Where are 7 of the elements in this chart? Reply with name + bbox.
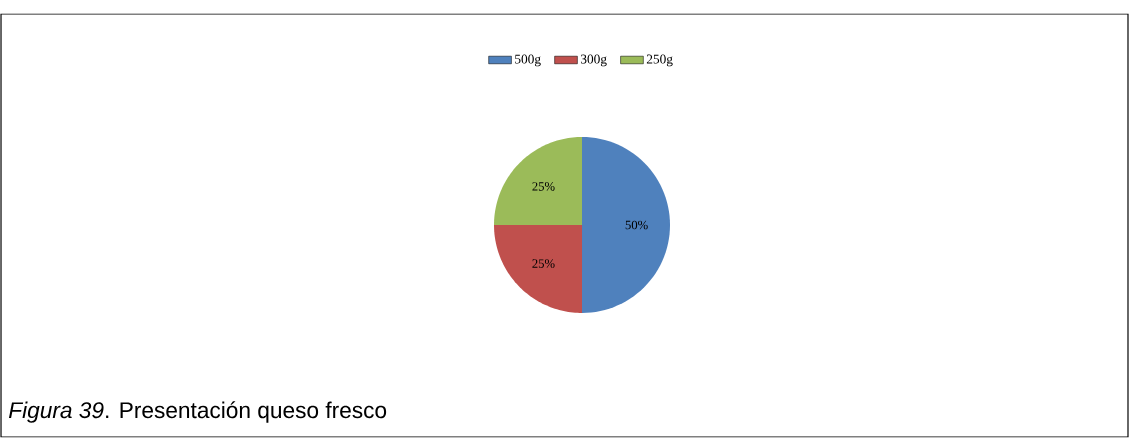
text: Figura 39. Presentación queso fresco <box>8 401 387 423</box>
legend-label: 500g <box>515 54 541 67</box>
data-label: 50% <box>625 220 648 230</box>
data-label: 25% <box>532 259 555 268</box>
legend-label: 250g <box>646 54 673 67</box>
legend-label: 300g <box>580 54 607 67</box>
data-label: 25% <box>532 182 555 191</box>
